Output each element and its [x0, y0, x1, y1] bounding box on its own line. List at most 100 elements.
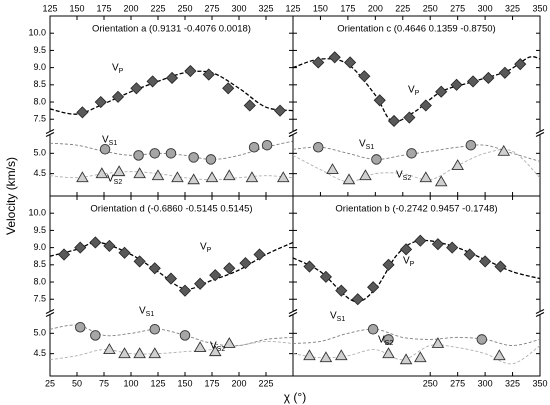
y-tick-label: 8.0	[33, 276, 46, 286]
y-tick-label: 8.0	[33, 96, 46, 106]
x-tick-label: 325	[505, 3, 520, 13]
marker-circle	[476, 334, 488, 345]
panel-frame	[49, 15, 294, 197]
x-tick-label: 300	[478, 3, 493, 13]
marker-diamond	[419, 99, 432, 112]
marker-circle	[99, 144, 111, 155]
axis-break	[535, 312, 545, 317]
marker-diamond	[400, 243, 413, 256]
marker-triangle	[451, 159, 464, 170]
fit-curve	[293, 239, 540, 303]
y-tick-label: 8.5	[33, 259, 46, 269]
x-tick-label: 325	[505, 378, 520, 388]
marker-diamond	[165, 71, 179, 85]
marker-triangle	[76, 171, 89, 183]
x-axis-label: χ (°)	[284, 390, 306, 404]
marker-diamond	[403, 111, 416, 124]
fit-curve	[293, 149, 540, 183]
fit-curve	[293, 328, 540, 346]
marker-diamond	[482, 71, 495, 85]
marker-circle	[367, 324, 379, 335]
x-tick-label: 75	[99, 378, 109, 388]
marker-diamond	[450, 78, 463, 91]
axis-break	[535, 132, 545, 137]
marker-diamond	[328, 51, 341, 64]
panel-frame	[49, 195, 294, 377]
marker-triangle	[382, 347, 395, 359]
panel-title: Orientation c (0.4646 0.1359 -0.8750)	[337, 24, 495, 35]
series-label: VP	[112, 63, 124, 75]
marker-triangle	[431, 337, 445, 348]
marker-triangle	[359, 169, 372, 181]
marker-circle	[149, 148, 161, 159]
marker-diamond	[273, 104, 287, 117]
marker-diamond	[202, 68, 215, 81]
axis-break	[288, 309, 298, 314]
marker-triangle	[187, 173, 200, 185]
marker-diamond	[222, 82, 235, 95]
marker-circle	[371, 154, 382, 165]
marker-triangle	[434, 175, 448, 187]
x-tick-label: 250	[177, 3, 192, 13]
x-tick-label: 125	[285, 3, 300, 13]
marker-diamond	[89, 236, 102, 249]
marker-diamond	[335, 284, 348, 297]
y-tick-label: 10.0	[28, 208, 46, 218]
marker-diamond	[303, 260, 316, 273]
x-tick-label: 225	[395, 3, 410, 13]
y-tick-label: 5.0	[33, 148, 46, 158]
y-tick-label: 9.5	[33, 45, 46, 55]
marker-diamond	[414, 234, 427, 247]
marker-triangle	[276, 171, 290, 183]
marker-triangle	[95, 167, 109, 179]
axis-break	[288, 129, 298, 134]
marker-triangle	[245, 171, 259, 183]
marker-diamond	[435, 85, 448, 98]
axis-break	[288, 132, 298, 137]
marker-diamond	[494, 260, 507, 273]
x-tick-label: 150	[313, 3, 328, 13]
y-tick-label: 4.5	[33, 348, 46, 358]
marker-diamond	[431, 238, 444, 251]
marker-diamond	[209, 269, 222, 282]
marker-diamond	[57, 248, 71, 261]
x-tick-label: 225	[150, 3, 165, 13]
marker-circle	[406, 148, 417, 159]
y-tick-label: 9.0	[33, 62, 46, 72]
x-tick-label: 275	[450, 3, 465, 13]
panel-frame	[292, 195, 541, 377]
marker-triangle	[103, 343, 116, 355]
x-tick-label: 25	[45, 378, 55, 388]
x-tick-label: 150	[177, 378, 192, 388]
marker-circle	[149, 324, 161, 335]
series-label: VS1	[139, 306, 154, 318]
marker-diamond	[253, 248, 266, 261]
marker-diamond	[373, 94, 386, 107]
marker-triangle	[342, 173, 356, 185]
marker-triangle	[335, 349, 348, 361]
marker-diamond	[118, 246, 131, 259]
marker-triangle	[208, 345, 222, 357]
axis-break	[535, 129, 545, 134]
fit-curve	[50, 340, 293, 361]
marker-triangle	[493, 349, 506, 361]
y-tick-label: 9.0	[33, 242, 46, 252]
marker-diamond	[146, 75, 159, 88]
x-tick-label: 350	[532, 378, 547, 388]
series-label: VP	[403, 256, 415, 268]
y-tick-label: 7.5	[33, 294, 46, 304]
x-tick-label: 125	[150, 378, 165, 388]
marker-circle	[188, 152, 199, 163]
axis-break-gap	[289, 131, 297, 135]
fit-curve	[50, 324, 293, 347]
y-tick-label: 9.5	[33, 225, 46, 235]
marker-triangle	[419, 171, 433, 183]
y-tick-label: 5.0	[33, 328, 46, 338]
marker-diamond	[133, 255, 146, 268]
marker-diamond	[344, 56, 357, 69]
fit-curve	[293, 56, 540, 123]
marker-diamond	[148, 262, 161, 275]
axis-break-gap	[536, 131, 544, 135]
marker-diamond	[243, 99, 256, 112]
series-label: VS1	[330, 311, 345, 323]
